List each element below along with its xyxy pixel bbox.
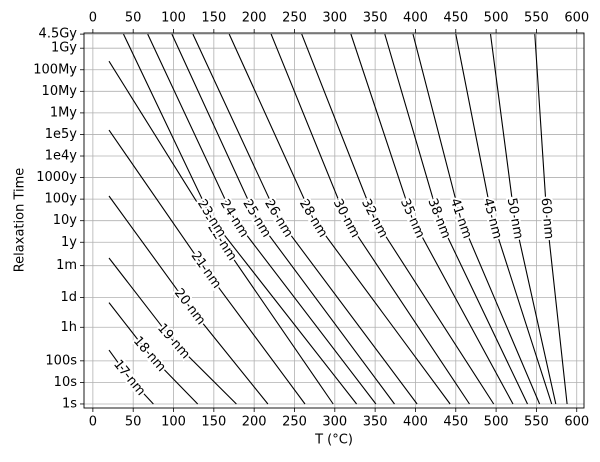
series-line [350, 33, 514, 405]
line-label: 20 nm [171, 286, 208, 328]
series-line [123, 33, 358, 405]
y-tick-label: 100s [45, 353, 77, 368]
x-tick-label: 600 [564, 415, 589, 430]
series-line [108, 349, 154, 405]
x-tick-label: 400 [403, 415, 428, 430]
y-tick-label: 4.5Gy [39, 27, 78, 42]
x-tick-label: 550 [524, 415, 549, 430]
series-line [412, 33, 541, 405]
x-tick-label-top: 400 [403, 11, 428, 26]
y-tick-label: 1Gy [51, 41, 77, 56]
y-tick-label: 1e4y [45, 149, 78, 164]
y-tick-label: 1e5y [45, 127, 78, 142]
series-line [534, 34, 568, 405]
x-tick-label: 200 [242, 415, 267, 430]
y-axis-label: Relaxation Time [13, 168, 28, 273]
series-line [228, 33, 451, 405]
line-label: 45 nm [480, 196, 505, 240]
line-label: 28 nm [296, 197, 330, 240]
x-tick-label: 500 [484, 415, 509, 430]
series-line [384, 33, 528, 405]
series-line [108, 129, 306, 405]
x-axis-label: T (°C) [314, 433, 353, 448]
x-tick-label: 250 [282, 415, 307, 430]
y-tick-label: 1d [60, 290, 77, 305]
x-tick-label-top: 100 [161, 11, 186, 26]
x-tick-label: 150 [201, 415, 226, 430]
x-tick-label-top: 300 [322, 11, 347, 26]
series-line [147, 33, 377, 405]
x-tick-label: 450 [443, 415, 468, 430]
series-line [455, 33, 553, 405]
x-tick-label-top: 50 [125, 11, 142, 26]
plot-frame [83, 32, 585, 409]
x-tick-label: 100 [161, 415, 186, 430]
x-tick-label-top: 600 [564, 11, 589, 26]
line-label: 17 nm [110, 357, 148, 399]
y-tick-label: 1000y [36, 170, 77, 185]
y-tick-label: 10y [53, 213, 78, 228]
line-label: 50 nm [504, 197, 526, 241]
x-tick-label-top: 350 [363, 11, 388, 26]
line-label: 35 nm [397, 196, 427, 240]
x-tick-label-top: 550 [524, 11, 549, 26]
x-tick-label: 50 [125, 415, 142, 430]
x-tick-label: 300 [322, 415, 347, 430]
y-tick-label: 100My [33, 62, 77, 77]
x-tick-label-top: 450 [443, 11, 468, 26]
x-tick-label-top: 500 [484, 11, 509, 26]
y-tick-label: 1s [62, 396, 77, 411]
y-tick-label: 1h [60, 320, 77, 335]
y-tick-label: 100y [44, 192, 77, 207]
y-tick-label: 10s [54, 375, 78, 390]
series-line [171, 33, 395, 405]
series-line [108, 195, 269, 405]
line-label: 21 nm [188, 249, 224, 292]
x-tick-label: 350 [363, 415, 388, 430]
series-line [489, 34, 557, 405]
y-tick-label: 10My [42, 84, 78, 99]
series-line [108, 302, 199, 405]
x-tick-label-top: 250 [282, 11, 307, 26]
y-tick-label: 1My [50, 105, 77, 120]
x-tick-label-top: 150 [201, 11, 226, 26]
x-tick-label-top: 0 [89, 11, 97, 26]
y-tick-label: 1y [61, 235, 77, 250]
line-label: 60 nm [538, 197, 557, 240]
series-line [270, 33, 470, 405]
series-line [301, 33, 495, 405]
y-tick-label: 1m [56, 258, 77, 273]
line-label: 32 nm [358, 197, 390, 241]
series-line [108, 60, 334, 405]
x-tick-label-top: 200 [242, 11, 267, 26]
x-tick-label: 0 [89, 415, 97, 430]
series-line [192, 33, 418, 405]
series-line [108, 257, 237, 405]
